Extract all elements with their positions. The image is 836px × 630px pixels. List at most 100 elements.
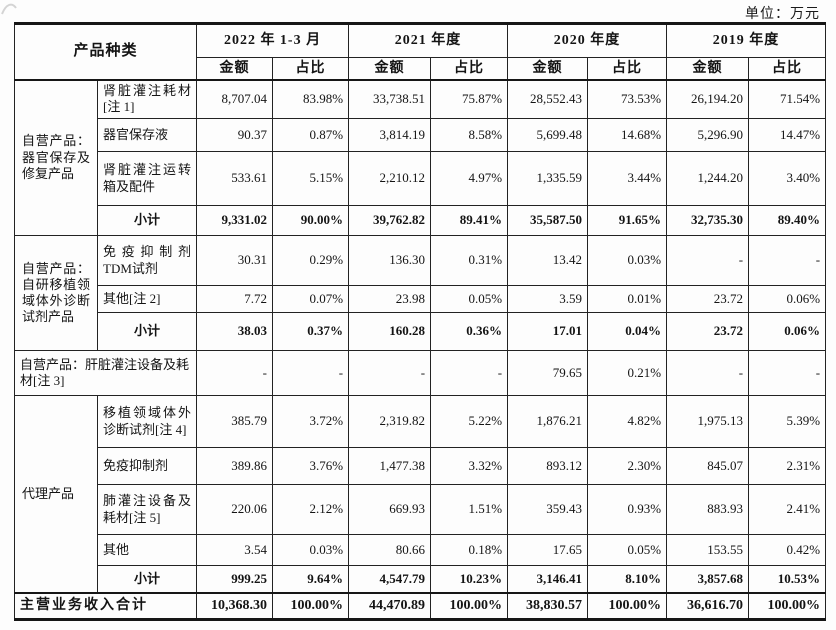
- cell: 3.76%: [272, 447, 350, 485]
- cell: 1,876.21: [507, 395, 589, 448]
- cell: 30.31: [196, 235, 274, 286]
- cell: 136.30: [348, 235, 432, 286]
- cell: 8.10%: [587, 565, 668, 593]
- cell: 5.39%: [748, 395, 827, 448]
- cell: 23.72: [666, 312, 750, 351]
- cell: 0.07%: [272, 285, 350, 313]
- cell: 79.65: [507, 350, 589, 396]
- cell: 13.42: [507, 235, 589, 286]
- cell: 4,547.79: [348, 565, 432, 593]
- cell: 0.36%: [430, 312, 509, 351]
- cell: 2,210.12: [348, 151, 432, 206]
- subtotal-row: 小计 999.25 9.64% 4,547.79 10.23% 3,146.41…: [15, 565, 827, 593]
- cell: 9.64%: [272, 565, 350, 593]
- cell: 39,762.82: [348, 205, 432, 236]
- cell: 385.79: [196, 395, 274, 448]
- cell: -: [272, 350, 350, 396]
- cell: 1,975.13: [666, 395, 750, 448]
- cell: 36,616.70: [666, 592, 750, 620]
- subtotal-label: 小计: [96, 312, 198, 351]
- cell: 10,368.30: [196, 592, 274, 620]
- row-label: 器官保存液: [96, 118, 198, 152]
- row-label: 免疫抑制剂: [96, 447, 198, 485]
- cell: 28,552.43: [507, 79, 589, 119]
- header-ratio: 占比: [748, 57, 827, 80]
- cell: -: [196, 350, 274, 396]
- cell: 2.41%: [748, 484, 827, 535]
- cell: 0.29%: [272, 235, 350, 286]
- subtotal-label: 小计: [96, 205, 198, 236]
- row-label: 免疫抑制剂TDM试剂: [96, 235, 198, 286]
- cell: -: [348, 350, 432, 396]
- cell: 1,244.20: [666, 151, 750, 206]
- cell: 3.54: [196, 534, 274, 566]
- cell: 100.00%: [748, 592, 827, 620]
- header-product-type: 产品种类: [13, 23, 198, 80]
- cell: 100.00%: [587, 592, 668, 620]
- cell: 0.03%: [272, 534, 350, 566]
- table-row: 免疫抑制剂 389.86 3.76% 1,477.38 3.32% 893.12…: [15, 447, 827, 485]
- cell: 0.93%: [587, 484, 668, 535]
- cell: 160.28: [348, 312, 432, 351]
- cell: 5.15%: [272, 151, 350, 206]
- header-row-periods: 产品种类 2022 年 1-3 月 2021 年度 2020 年度 2019 年…: [13, 23, 827, 80]
- group-label: 自营产品：自研移植领域体外诊断试剂产品: [14, 235, 98, 351]
- cell: 893.12: [507, 447, 589, 485]
- cell: 7.72: [196, 285, 274, 313]
- cell: 0.04%: [587, 312, 668, 351]
- cell: 1.51%: [430, 484, 509, 535]
- header-period-2020: 2020 年度: [507, 23, 668, 58]
- cell: 2.12%: [272, 484, 350, 535]
- cell: 0.21%: [587, 350, 668, 396]
- table-row: 自营产品：自研移植领域体外诊断试剂产品 免疫抑制剂TDM试剂 30.31 0.2…: [14, 235, 827, 351]
- header-ratio: 占比: [587, 57, 668, 80]
- cell: 23.72: [666, 285, 750, 313]
- cell: 0.42%: [748, 534, 827, 566]
- cell: 35,587.50: [507, 205, 589, 236]
- cell: 845.07: [666, 447, 750, 485]
- total-row: 主营业务收入合计 10,368.30 100.00% 44,470.89 100…: [13, 592, 827, 620]
- header-amount: 金额: [507, 57, 589, 80]
- cell: 38,830.57: [507, 592, 589, 620]
- group-label: 自营产品：器官保存及修复产品: [14, 79, 98, 236]
- cell: -: [748, 350, 827, 396]
- header-amount: 金额: [348, 57, 432, 80]
- cell: 1,335.59: [507, 151, 589, 206]
- cell: 3.40%: [748, 151, 827, 206]
- cell: 0.18%: [430, 534, 509, 566]
- cell: 73.53%: [587, 79, 668, 119]
- cell: 3.59: [507, 285, 589, 313]
- row-label: 自营产品：肝脏灌注设备及耗材[注 3]: [13, 350, 198, 396]
- cell: 3,146.41: [507, 565, 589, 593]
- cell: 389.86: [196, 447, 274, 485]
- cell: 1,477.38: [348, 447, 432, 485]
- cell: 669.93: [348, 484, 432, 535]
- cell: 33,738.51: [348, 79, 432, 119]
- cell: 71.54%: [748, 79, 827, 119]
- cell: -: [666, 350, 750, 396]
- table-row: 代理产品 移植领域体外诊断试剂[注 4] 385.79 3.72% 2,319.…: [14, 395, 827, 593]
- cell: 0.05%: [430, 285, 509, 313]
- cell: 9,331.02: [196, 205, 274, 236]
- table-row: 肺灌注设备及耗材[注 5] 220.06 2.12% 669.93 1.51% …: [15, 484, 827, 535]
- table-row: 自营产品：器官保存及修复产品 肾脏灌注耗材[注 1] 8,707.04 83.9…: [14, 79, 827, 236]
- cell: 26,194.20: [666, 79, 750, 119]
- cell: 883.93: [666, 484, 750, 535]
- cell: 3.32%: [430, 447, 509, 485]
- cell: 2,319.82: [348, 395, 432, 448]
- cell: 44,470.89: [348, 592, 432, 620]
- header-period-2022: 2022 年 1-3 月: [196, 23, 350, 58]
- table-header: 产品种类 2022 年 1-3 月 2021 年度 2020 年度 2019 年…: [13, 23, 827, 80]
- unit-label: 单位：万元: [745, 7, 820, 22]
- cell: 2.30%: [587, 447, 668, 485]
- cell: 90.00%: [272, 205, 350, 236]
- cell: 100.00%: [430, 592, 509, 620]
- cell: 23.98: [348, 285, 432, 313]
- cell: 0.03%: [587, 235, 668, 286]
- header-amount: 金额: [196, 57, 274, 80]
- cell: -: [666, 235, 750, 286]
- table-row: 肾脏灌注运转箱及配件 533.61 5.15% 2,210.12 4.97% 1…: [15, 151, 827, 206]
- cell: 17.01: [507, 312, 589, 351]
- cell: 4.97%: [430, 151, 509, 206]
